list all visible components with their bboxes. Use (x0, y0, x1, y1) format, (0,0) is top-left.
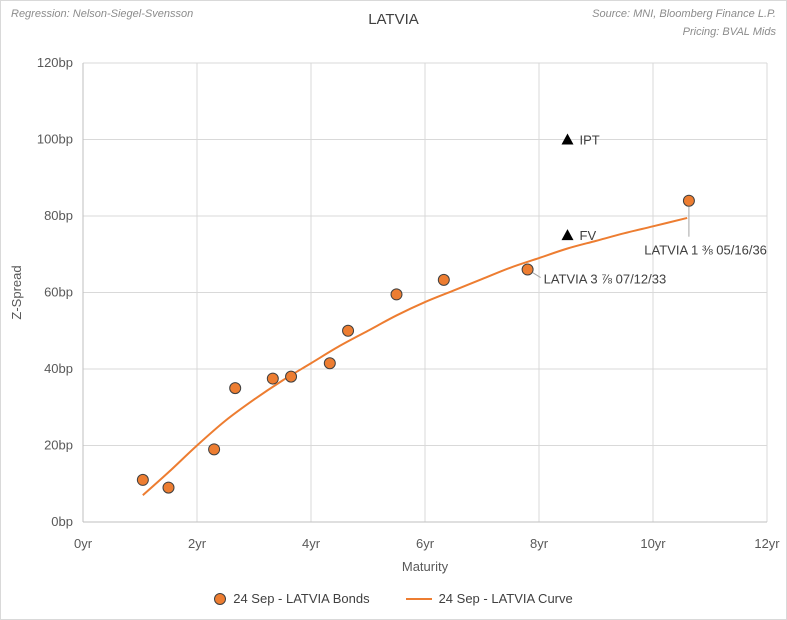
pricing-note: Pricing: BVAL Mids (682, 26, 776, 38)
triangle-label: IPT (580, 133, 600, 148)
bond-point (323, 357, 336, 370)
x-tick-label: 2yr (188, 536, 207, 551)
regression-note: Regression: Nelson-Siegel-Svensson (11, 8, 194, 20)
grid (83, 62, 768, 522)
axes: 0yr 2yr 4yr 6yr 8yr 10yr 12yr 0bp 20bp 40bp 60bp 80… (37, 55, 780, 551)
bond-point (136, 473, 149, 486)
y-tick-label: 40bp (44, 361, 73, 376)
bond-point (229, 382, 242, 395)
bond-point (162, 481, 175, 494)
curve-layer (142, 216, 688, 496)
y-tick-label: 60bp (44, 285, 73, 300)
chart-title: LATVIA (368, 11, 419, 28)
legend-item-bonds[interactable]: 24 Sep - LATVIA Bonds (214, 591, 370, 606)
curve-line-icon (405, 597, 432, 600)
bond-point (390, 288, 403, 301)
x-tick-label: 12yr (754, 536, 780, 551)
bond-annotation: LATVIA 3 ⅞ 07/12/33 (544, 272, 667, 287)
source-note: Source: MNI, Bloomberg Finance L.P. (592, 8, 776, 20)
triangle-marker (561, 133, 574, 145)
triangle-marker (561, 229, 574, 241)
leader-line (532, 272, 541, 278)
x-tick-label: 0yr (74, 536, 93, 551)
bond-point (437, 273, 450, 286)
y-tick-label: 100bp (37, 132, 73, 147)
legend-item-curve[interactable]: 24 Sep - LATVIA Curve (405, 591, 573, 606)
bonds-marker-icon (214, 592, 227, 605)
bond-point (521, 263, 534, 276)
chart-plot: 0yr 2yr 4yr 6yr 8yr 10yr 12yr 0bp 20bp 40bp 60bp 80… (9, 55, 780, 574)
legend-label-curve: 24 Sep - LATVIA Curve (438, 591, 573, 606)
x-tick-label: 10yr (640, 536, 666, 551)
legend: 24 Sep - LATVIA Bonds 24 Sep - LATVIA Cu… (1, 591, 786, 606)
bond-annotation: LATVIA 1 ⅜ 05/16/36 (644, 243, 767, 258)
y-axis-title: Z-Spread (9, 265, 24, 319)
bond-point (208, 443, 221, 456)
x-axis-title: Maturity (402, 559, 449, 574)
x-tick-label: 8yr (530, 536, 549, 551)
curve-line (142, 216, 688, 496)
y-tick-label: 120bp (37, 55, 73, 70)
x-tick-label: 6yr (416, 536, 435, 551)
y-tick-label: 0bp (51, 514, 73, 529)
y-tick-label: 80bp (44, 208, 73, 223)
annotations-layer: IPT FV LATVIA 3 ⅞ 07/12/33 LATVIA 1 ⅜ 05/16… (532, 133, 767, 287)
legend-label-bonds: 24 Sep - LATVIA Bonds (233, 591, 370, 606)
triangle-label: FV (580, 228, 597, 243)
x-tick-label: 4yr (302, 536, 321, 551)
points-layer (136, 133, 695, 494)
bond-point (266, 372, 279, 385)
y-tick-label: 20bp (44, 438, 73, 453)
bond-point (342, 324, 355, 337)
bond-point (682, 194, 695, 207)
bond-point (285, 370, 298, 383)
